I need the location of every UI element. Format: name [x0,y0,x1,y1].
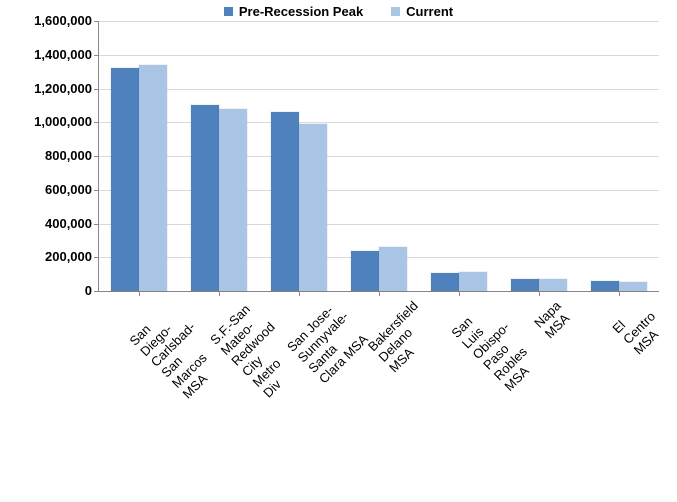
bar [591,281,619,291]
x-label: San Luis Obispo-Paso Robles MSA [449,298,545,394]
legend-label: Pre-Recession Peak [239,4,363,19]
bar-group [419,272,499,291]
bar-group [339,247,419,291]
bar [539,279,567,291]
bar-group [99,65,179,291]
plot-area [98,21,659,292]
legend-label: Current [406,4,453,19]
bar [619,282,647,291]
bar [191,105,219,291]
bar [431,273,459,291]
x-label: El Centro MSA [610,298,669,357]
legend-item-0: Pre-Recession Peak [224,4,363,19]
x-label: Napa MSA [532,298,575,341]
x-axis: San Diego-Carlsbad-San Marcos MSAS.F.-Sa… [92,292,652,497]
x-label: Bakersfield Delano MSA [365,298,442,375]
legend: Pre-Recession Peak Current [0,0,677,21]
bar [271,112,299,291]
bar-group [579,281,659,291]
bar [219,109,247,291]
bar [379,247,407,291]
chart-body: 0200,000400,000600,000800,0001,000,0001,… [0,21,677,292]
bar-group [179,105,259,291]
legend-swatch [224,7,233,16]
bar [459,272,487,291]
bar-group [499,279,579,291]
legend-item-1: Current [391,4,453,19]
x-label: San Diego-Carlsbad-San Marcos MSA [126,298,229,401]
bar-group [259,112,339,291]
bar [511,279,539,291]
bars-layer [99,21,659,291]
employment-chart: Pre-Recession Peak Current 0200,000400,000… [0,0,677,502]
y-axis: 0200,000400,000600,000800,0001,000,0001,… [0,21,98,291]
bar [351,251,379,292]
bar [111,68,139,291]
legend-swatch [391,7,400,16]
bar [139,65,167,291]
bar [299,124,327,291]
